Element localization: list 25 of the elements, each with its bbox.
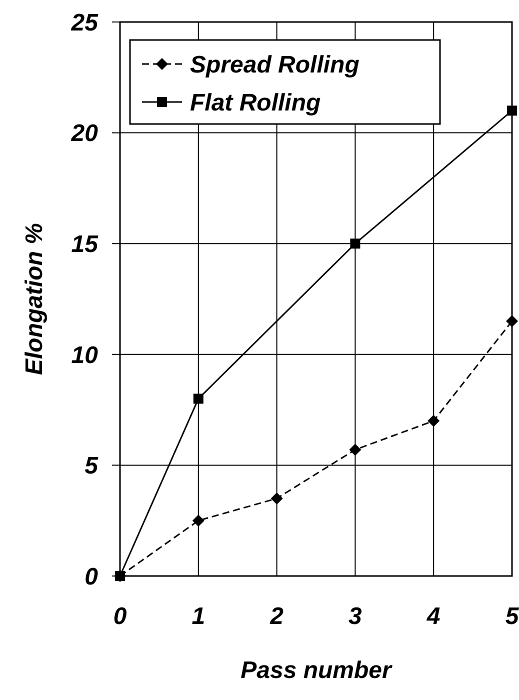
x-tick-label: 5 bbox=[505, 603, 519, 630]
x-tick-label: 4 bbox=[426, 603, 440, 630]
x-tick-label: 2 bbox=[269, 603, 284, 630]
point bbox=[506, 315, 518, 328]
point bbox=[193, 394, 204, 404]
point bbox=[270, 492, 283, 504]
x-axis-title: Pass number bbox=[240, 657, 394, 684]
point bbox=[350, 238, 360, 249]
y-tick-label: 5 bbox=[84, 452, 99, 480]
y-tick-label: 0 bbox=[84, 563, 99, 590]
legend-label: Flat Rolling bbox=[190, 89, 321, 116]
point bbox=[349, 444, 362, 456]
x-tick-label: 3 bbox=[348, 603, 363, 630]
y-axis-title: Elongation % bbox=[21, 223, 48, 375]
y-tick-label: 15 bbox=[71, 231, 99, 258]
point bbox=[428, 414, 440, 427]
point bbox=[507, 106, 517, 116]
x-tick-label: 1 bbox=[192, 603, 206, 630]
y-tick-label: 20 bbox=[70, 120, 99, 148]
y-tick-label: 25 bbox=[70, 9, 99, 36]
point bbox=[115, 571, 125, 581]
x-tick-label: 0 bbox=[113, 603, 128, 630]
legend-label: Spread Rolling bbox=[190, 51, 360, 78]
point bbox=[192, 514, 204, 527]
y-tick-label: 10 bbox=[71, 342, 99, 369]
